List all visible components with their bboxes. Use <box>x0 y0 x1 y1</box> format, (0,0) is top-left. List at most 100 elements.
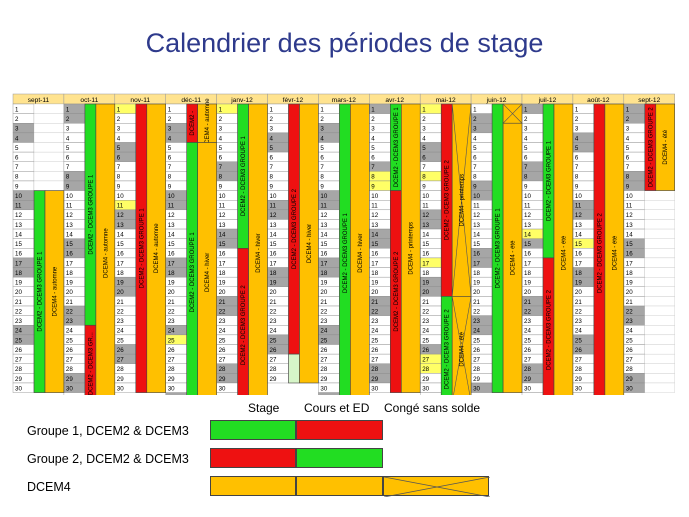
day-number: 30 <box>626 385 633 392</box>
day-number: 25 <box>626 337 633 344</box>
day-number: 17 <box>270 260 277 267</box>
month-label: sept-12 <box>638 97 660 104</box>
day-number: 28 <box>524 366 531 373</box>
day-number: 9 <box>524 183 528 190</box>
day-number: 11 <box>117 203 124 210</box>
period-label: DCEM4 - été <box>460 331 466 366</box>
day-number: 20 <box>422 289 429 296</box>
day-number: 3 <box>15 126 19 133</box>
block-cell <box>644 277 675 287</box>
day-number: 18 <box>626 270 633 277</box>
day-number: 1 <box>371 106 375 113</box>
day-number: 5 <box>320 145 324 152</box>
day-number: 5 <box>626 145 630 152</box>
day-number: 22 <box>320 308 327 315</box>
day-number: 9 <box>473 183 477 190</box>
day-number: 28 <box>168 366 175 373</box>
month-label: mai-12 <box>436 97 456 104</box>
period-label: DCEM4 - printemps <box>409 222 415 275</box>
day-number: 22 <box>66 308 73 315</box>
period-label: DCEM2 - DCEM3 GROUPE 1 <box>394 107 400 188</box>
day-number: 28 <box>575 366 582 373</box>
day-number: 5 <box>168 145 172 152</box>
day-number: 1 <box>524 106 528 113</box>
period-label: DCEM2 - DCEM3 GROUPE 1 <box>88 174 94 255</box>
day-number: 4 <box>473 135 477 142</box>
day-number: 4 <box>320 135 324 142</box>
day-number: 27 <box>524 357 531 364</box>
day-number: 8 <box>473 174 477 181</box>
day-number: 7 <box>626 164 630 171</box>
day-number: 21 <box>66 299 73 306</box>
day-number: 4 <box>66 135 70 142</box>
day-number: 17 <box>371 260 378 267</box>
day-number: 11 <box>575 203 582 210</box>
block-cell <box>644 209 675 220</box>
day-number: 18 <box>320 270 327 277</box>
day-number: 14 <box>524 231 531 238</box>
day-number: 27 <box>117 357 124 364</box>
day-number: 4 <box>626 135 630 142</box>
day-number: 29 <box>15 376 22 383</box>
day-number: 20 <box>320 289 327 296</box>
day-number: 6 <box>219 155 223 162</box>
day-number: 21 <box>15 299 22 306</box>
block-cell <box>644 267 675 278</box>
day-number: 19 <box>270 280 277 287</box>
day-number: 19 <box>117 280 124 287</box>
day-number: 10 <box>626 193 633 200</box>
day-number: 25 <box>168 337 175 344</box>
day-number: 22 <box>626 308 633 315</box>
day-number: 1 <box>117 106 121 113</box>
day-number: 20 <box>117 289 124 296</box>
day-number: 8 <box>626 174 630 181</box>
day-number: 16 <box>473 251 480 258</box>
day-number: 3 <box>575 126 579 133</box>
month-label: juil-12 <box>538 97 557 104</box>
day-number: 1 <box>66 106 70 113</box>
day-number: 10 <box>371 193 378 200</box>
day-number: 25 <box>270 337 277 344</box>
day-number: 15 <box>473 241 480 248</box>
day-number: 29 <box>219 376 226 383</box>
day-number: 15 <box>422 241 429 248</box>
day-number: 12 <box>422 212 429 219</box>
day-number: 13 <box>524 222 531 229</box>
day-number: 28 <box>117 366 124 373</box>
day-number: 21 <box>270 299 277 306</box>
day-number: 23 <box>524 318 531 325</box>
day-number: 21 <box>524 299 531 306</box>
period-block <box>248 103 268 395</box>
day-number: 1 <box>626 106 630 113</box>
day-number: 4 <box>524 135 528 142</box>
day-number: 2 <box>473 116 477 123</box>
day-number: 20 <box>575 289 582 296</box>
block-cell <box>644 373 675 384</box>
day-number: 27 <box>473 357 480 364</box>
cross-line <box>502 103 523 124</box>
block-cell <box>644 238 675 249</box>
day-number: 28 <box>422 366 429 373</box>
day-number: 19 <box>422 280 429 287</box>
block-cell <box>644 363 675 374</box>
day-number: 15 <box>117 241 124 248</box>
period-label: DCEM2 - <box>190 111 196 136</box>
day-number: 19 <box>371 280 378 287</box>
day-number: 7 <box>219 164 223 171</box>
block-cell <box>644 219 675 230</box>
day-number: 7 <box>270 164 274 171</box>
day-number: 14 <box>626 231 633 238</box>
day-number: 30 <box>371 385 378 392</box>
period-label: DCEM4 - hiver <box>256 233 262 272</box>
period-label: DCEM2 - DCEM3 GROUPE 2 <box>648 107 654 188</box>
month-label: févr-12 <box>283 97 304 104</box>
day-number: 20 <box>219 289 226 296</box>
day-number: 2 <box>422 116 426 123</box>
day-number: 6 <box>320 155 324 162</box>
legend-swatch <box>296 448 383 468</box>
day-cell <box>216 392 238 395</box>
day-number: 25 <box>117 337 124 344</box>
block-cell <box>644 382 675 393</box>
day-number: 17 <box>320 260 327 267</box>
day-number: 21 <box>371 299 378 306</box>
